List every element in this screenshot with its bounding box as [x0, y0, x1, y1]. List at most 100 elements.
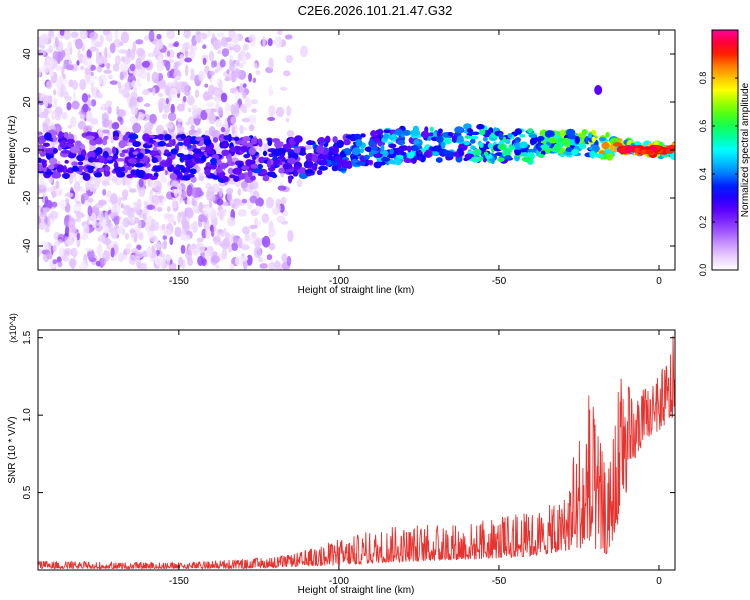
- spectrogram-noise-blob: [218, 79, 223, 92]
- spectrogram-signal-blob: [210, 157, 217, 166]
- spectrogram-signal-blob: [507, 132, 512, 139]
- spectrogram-noise-blob: [38, 49, 46, 57]
- spectrogram-signal-blob: [182, 154, 188, 161]
- spectrogram-signal-blob: [77, 161, 84, 166]
- spectrogram-noise-blob: [146, 71, 151, 83]
- spectrogram-noise-blob: [162, 113, 168, 120]
- spectrogram-signal-blob: [177, 171, 183, 180]
- spectrogram-noise-blob: [58, 246, 65, 258]
- spectrogram-noise-blob: [52, 244, 57, 252]
- spectrogram-noise-blob: [222, 248, 226, 258]
- spectrogram-noise-blob: [248, 34, 256, 43]
- spectrogram-signal-blob: [204, 168, 211, 176]
- spectrogram-noise-blob: [173, 188, 178, 198]
- spectrogram-signal-blob: [95, 147, 103, 155]
- spectrogram-noise-blob: [76, 232, 80, 241]
- spectrogram-signal-blob: [201, 155, 207, 163]
- snr-y-ticks: 0.5 1.0 1.5: [22, 330, 675, 500]
- spectrogram-signal-blob: [93, 172, 103, 178]
- spectrogram-noise-blob: [191, 187, 200, 199]
- spectrogram-noise-blob: [122, 56, 131, 65]
- spectrogram-signal-blob: [181, 175, 191, 181]
- spectrogram-signal-blob: [267, 139, 273, 147]
- spectrogram-noise-blob: [90, 75, 98, 80]
- spectrogram-signal-blob: [537, 153, 545, 158]
- spectrogram-signal-blob: [278, 167, 285, 174]
- spectrogram-noise-blob: [89, 31, 99, 40]
- spectrogram-noise-blob: [246, 254, 253, 266]
- spectrogram-noise-blob: [38, 247, 41, 258]
- spectrogram-noise-blob: [214, 68, 219, 74]
- spectrogram-signal-blob: [431, 136, 438, 142]
- spectrogram-signal-blob: [227, 157, 233, 165]
- spectrogram-signal-blob: [331, 164, 338, 172]
- spectrogram-noise-blob: [95, 47, 100, 60]
- spectrogram-signal-blob: [42, 167, 48, 173]
- spectrogram-signal-blob: [316, 169, 323, 176]
- spectrogram-signal-blob: [373, 153, 383, 159]
- spectrogram-noise-blob: [85, 110, 93, 122]
- spectrogram-signal-blob: [80, 149, 87, 157]
- spectrogram-signal-blob: [192, 152, 201, 158]
- spectrogram-signal-blob: [238, 162, 243, 168]
- spectrogram-noise-blob: [120, 63, 129, 72]
- spectrogram-signal-blob: [118, 140, 126, 149]
- spectrogram-noise-blob: [149, 189, 154, 196]
- spectrogram-noise-blob: [97, 199, 107, 206]
- spectrogram-noise-blob: [138, 178, 144, 188]
- spectrogram-noise-blob: [101, 179, 110, 187]
- spectrogram-noise-blob: [186, 185, 193, 197]
- spectrogram-noise-blob: [187, 95, 195, 106]
- spectrogram-signal-blob: [250, 175, 256, 181]
- spectrogram-signal-blob: [519, 133, 526, 138]
- spectrogram-noise-blob: [146, 198, 153, 205]
- spectrogram-noise-blob: [217, 32, 226, 38]
- spectrogram-noise-blob: [118, 49, 128, 54]
- spectrogram-noise-blob: [283, 70, 291, 77]
- spectrogram-noise-blob: [63, 240, 73, 246]
- spectrogram-signal-blob: [63, 131, 69, 139]
- spectrogram-signal-blob: [271, 149, 282, 157]
- spectrogram-noise-blob: [168, 89, 177, 95]
- spectrogram-noise-blob: [251, 108, 257, 113]
- spectrogram-noise-blob: [156, 206, 163, 212]
- snr-panel: -150 -100 -50 0 0.5 1.0 1.5 Height of straigh…: [7, 313, 676, 596]
- spectrogram-signal-blob: [132, 141, 142, 148]
- spectrogram-noise-blob: [217, 49, 221, 55]
- spectrogram-signal-blob: [429, 126, 434, 132]
- spectrogram-signal-blob: [240, 165, 250, 171]
- spectrogram-noise-blob: [182, 42, 190, 52]
- spectrogram-noise-blob: [90, 82, 94, 95]
- spectrogram-noise-blob: [239, 124, 244, 135]
- spectrogram-noise-blob: [248, 124, 255, 132]
- spectrogram-noise-blob: [145, 210, 150, 216]
- spectrogram-signal-blob: [164, 149, 170, 154]
- spectrogram-noise-blob: [268, 242, 276, 251]
- spectrogram-noise-blob: [101, 252, 105, 260]
- spectrogram-signal-blob: [332, 136, 338, 143]
- spectrogram-signal-blob: [469, 135, 479, 140]
- x-tick-label: -100: [329, 276, 349, 287]
- spectrogram-noise-blob: [129, 96, 138, 108]
- spectrogram-noise-blob: [265, 196, 275, 209]
- spectrogram-signal-blob: [341, 159, 349, 166]
- spectrogram-noise-blob: [135, 251, 144, 259]
- spectrogram-noise-blob: [63, 30, 71, 41]
- spectrogram-noise-blob: [57, 261, 63, 268]
- spectrogram-noise-blob: [118, 109, 127, 117]
- spectrogram-noise-blob: [138, 232, 144, 241]
- spectrogram-noise-blob: [161, 223, 166, 231]
- spectrogram-noise-blob: [224, 232, 231, 239]
- spectrogram-signal-blob: [521, 156, 532, 162]
- spectrogram-noise-blob: [148, 30, 155, 42]
- spectrogram-signal-blob: [38, 131, 43, 136]
- spectrogram-signal-blob: [159, 160, 165, 167]
- spectrogram-signal-blob: [327, 154, 334, 161]
- spectrogram-signal-blob: [394, 128, 403, 136]
- spectrogram-noise-blob: [217, 106, 224, 117]
- spectrogram-signal-blob: [164, 133, 172, 141]
- spectrogram-signal-blob: [528, 133, 538, 139]
- spectrogram-noise-blob: [281, 253, 288, 263]
- spectrogram-signal-blob: [156, 133, 166, 141]
